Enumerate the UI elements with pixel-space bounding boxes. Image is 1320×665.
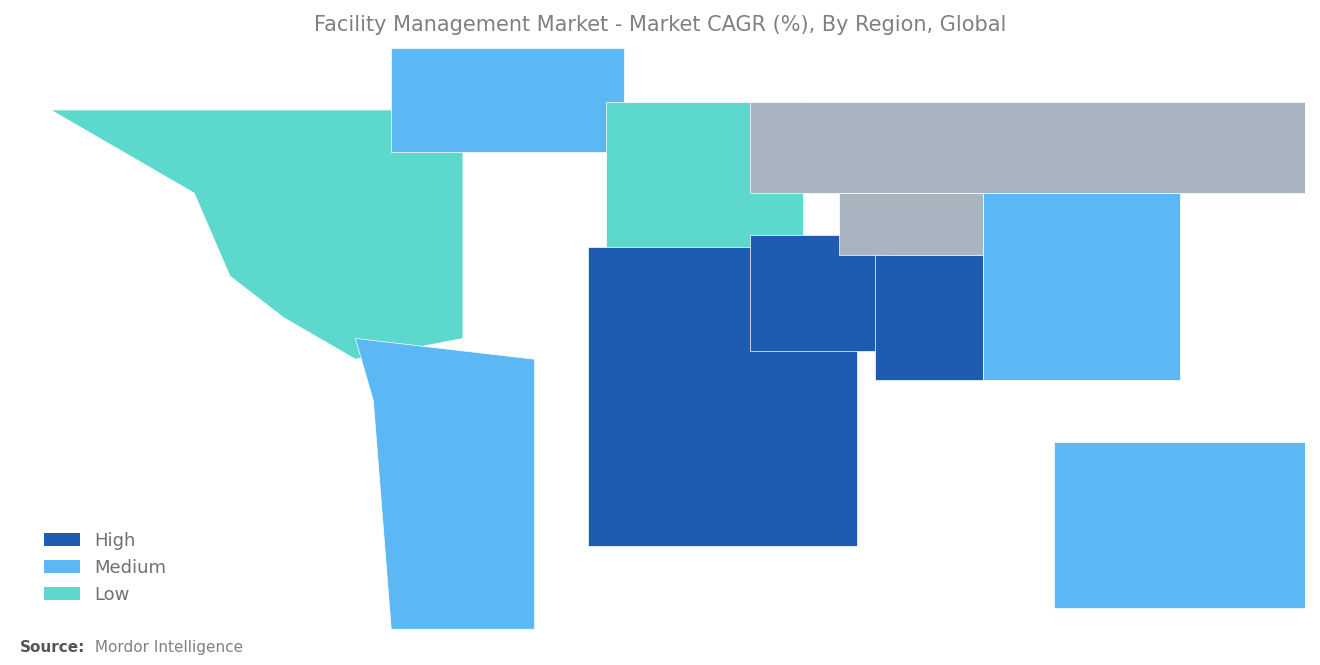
- Polygon shape: [606, 102, 804, 255]
- Text: Source:: Source:: [20, 640, 86, 655]
- Polygon shape: [355, 338, 535, 629]
- Polygon shape: [750, 102, 1320, 193]
- Polygon shape: [875, 255, 982, 380]
- Polygon shape: [1055, 442, 1305, 608]
- Title: Facility Management Market - Market CAGR (%), By Region, Global: Facility Management Market - Market CAGR…: [314, 15, 1006, 35]
- Polygon shape: [51, 110, 463, 359]
- Polygon shape: [391, 48, 624, 152]
- Legend: High, Medium, Low: High, Medium, Low: [37, 525, 174, 611]
- Polygon shape: [750, 235, 892, 351]
- Polygon shape: [840, 193, 982, 255]
- Text: Mordor Intelligence: Mordor Intelligence: [90, 640, 243, 655]
- Polygon shape: [589, 247, 857, 546]
- Polygon shape: [982, 193, 1180, 380]
